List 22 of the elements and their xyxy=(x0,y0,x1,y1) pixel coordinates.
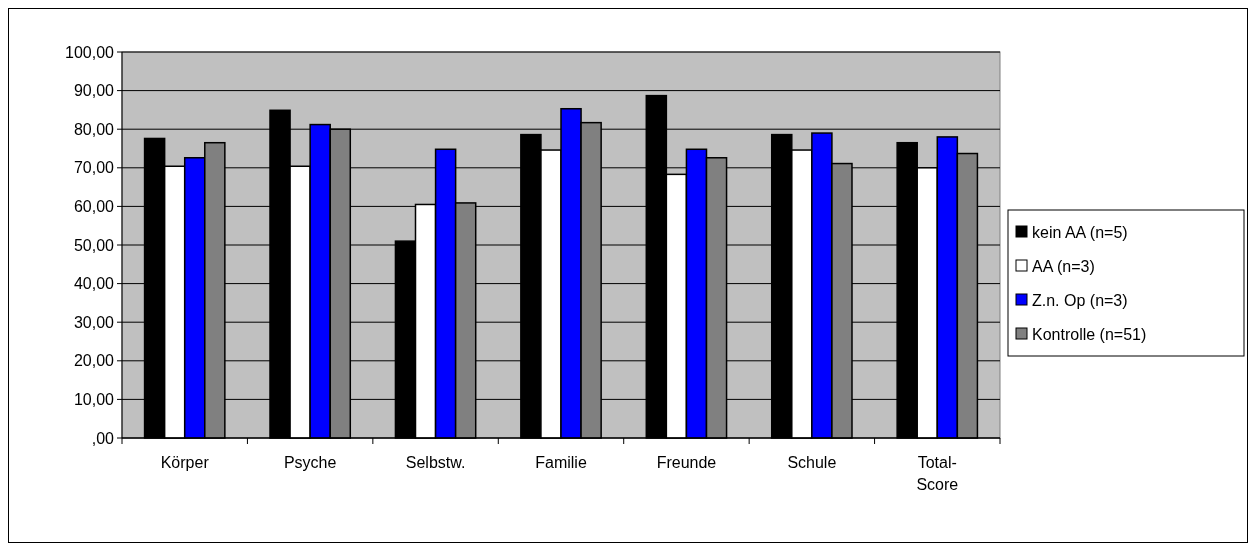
legend-label: kein AA (n=5) xyxy=(1032,223,1128,241)
y-tick-label: 90,00 xyxy=(73,82,115,100)
legend-label: Z.n. Op (n=3) xyxy=(1032,291,1128,309)
y-tick-label: 70,00 xyxy=(73,159,115,177)
y-tick-label: 40,00 xyxy=(73,275,115,293)
y-tick-label: 60,00 xyxy=(73,198,115,215)
x-tick-label: Total- Score xyxy=(916,454,959,493)
y-tick-label: 20,00 xyxy=(73,352,115,370)
x-tick-label: Schule xyxy=(787,454,837,471)
y-tick-label: 100,00 xyxy=(65,43,115,61)
y-tick-label: 10,00 xyxy=(73,391,115,408)
x-tick-label: Selbstw. xyxy=(405,454,466,471)
x-tick-label: Familie xyxy=(535,454,587,471)
y-tick-label: 80,00 xyxy=(73,120,115,138)
legend-label: AA (n=3) xyxy=(1032,257,1095,275)
x-tick-label: Psyche xyxy=(283,454,337,471)
x-tick-label: Freunde xyxy=(656,454,717,471)
legend-label: Kontrolle (n=51) xyxy=(1032,325,1147,343)
y-tick-label: 50,00 xyxy=(73,236,115,254)
x-tick-label: Körper xyxy=(160,454,210,471)
y-tick-label: 30,00 xyxy=(73,313,115,331)
y-tick-label: ,00 xyxy=(91,429,115,447)
